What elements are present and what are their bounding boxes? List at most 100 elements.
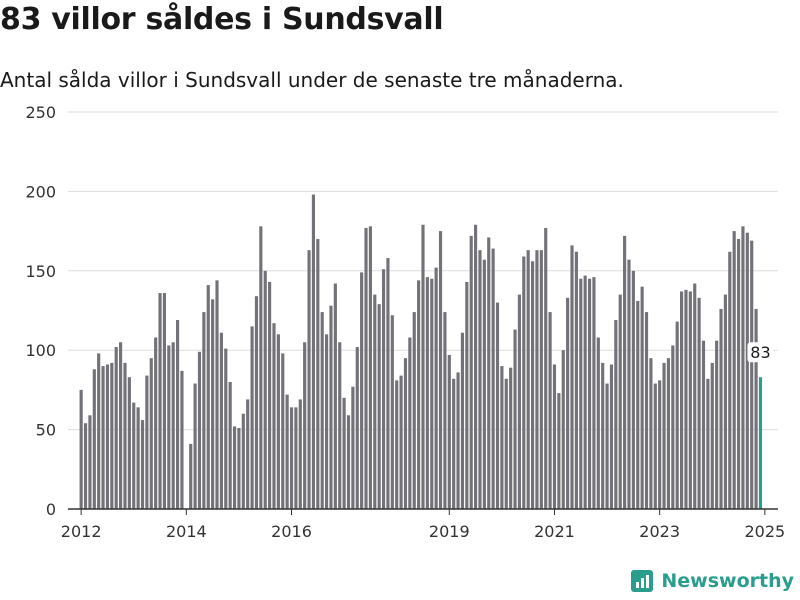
bar: [601, 362, 605, 509]
bar: [723, 294, 727, 509]
bar: [127, 377, 131, 509]
bar: [259, 226, 263, 509]
bar: [421, 224, 425, 509]
bar: [211, 299, 215, 509]
bar: [430, 278, 434, 509]
bar: [719, 308, 723, 509]
bar: [219, 332, 223, 509]
bar: [517, 294, 521, 509]
bar: [140, 420, 145, 509]
bar: [671, 345, 675, 509]
value-label: 83: [750, 343, 770, 362]
bar: [697, 297, 701, 509]
bar: [224, 348, 228, 509]
bar: [605, 383, 609, 509]
bar: [684, 289, 688, 509]
bar: [92, 369, 96, 509]
bar: [311, 194, 316, 509]
bar: [386, 258, 390, 509]
bar: [701, 340, 706, 509]
bar: [583, 275, 587, 509]
bar: [662, 362, 666, 509]
bar: [566, 297, 570, 509]
bar: [732, 231, 736, 509]
bar: [215, 280, 219, 509]
bar: [189, 443, 193, 509]
bar: [298, 399, 302, 509]
bar: [438, 231, 443, 509]
bar: [307, 250, 311, 509]
bar: [241, 413, 245, 509]
bar: [254, 296, 259, 509]
bar: [530, 261, 535, 509]
bar: [425, 277, 429, 509]
bar: [552, 364, 557, 509]
bar: [395, 380, 399, 509]
bar: [408, 337, 412, 509]
bar: [368, 226, 372, 509]
brand-name: Newsworthy: [661, 570, 794, 592]
bar: [693, 283, 697, 509]
bar: [535, 250, 539, 509]
bar: [666, 358, 671, 509]
bar: [640, 286, 644, 509]
bar: [579, 278, 583, 509]
bar: [123, 362, 127, 509]
bar: [101, 366, 105, 509]
bar: [618, 294, 622, 509]
x-tick-label: 2025: [744, 522, 785, 541]
bar: [355, 347, 359, 509]
bar: [403, 358, 408, 509]
bar: [491, 248, 495, 509]
bar: [680, 291, 684, 509]
bar: [114, 347, 118, 509]
bar: [303, 342, 307, 509]
bar: [364, 227, 368, 510]
bar: [754, 308, 758, 509]
bar: [631, 270, 635, 509]
bar: [228, 381, 232, 509]
bar: [399, 375, 403, 509]
bar: [272, 323, 276, 509]
y-tick-label: 150: [25, 262, 56, 281]
bar: [351, 386, 355, 509]
newsworthy-logo-icon: [631, 570, 654, 592]
x-tick-label: 2021: [534, 522, 575, 541]
bar: [658, 380, 662, 509]
y-tick-label: 50: [36, 421, 56, 440]
bar: [360, 272, 364, 509]
bar: [750, 240, 754, 509]
bar: [149, 358, 153, 509]
bar: [329, 305, 333, 509]
chart-subtitle: Antal sålda villor i Sundsvall under de …: [0, 68, 624, 92]
bar-highlight: [758, 377, 763, 509]
bar: [390, 315, 394, 509]
bar: [509, 367, 513, 509]
bar: [614, 320, 618, 509]
bar: [710, 362, 714, 509]
bar: [325, 334, 329, 509]
bar: [232, 426, 237, 509]
bar: [193, 383, 197, 509]
bar: [333, 283, 337, 509]
bar: [495, 302, 500, 509]
bar: [136, 407, 140, 509]
bar: [202, 312, 206, 509]
bar: [105, 364, 110, 509]
bar: [460, 332, 465, 509]
bar: [381, 269, 386, 509]
brand-logo[interactable]: Newsworthy: [631, 570, 794, 592]
bar: [526, 250, 530, 509]
bar: [79, 389, 83, 509]
bar: [162, 293, 166, 509]
bar: [180, 370, 184, 509]
y-tick-label: 250: [25, 103, 56, 122]
bar: [544, 227, 548, 510]
bar: [346, 415, 351, 509]
bar: [246, 399, 250, 509]
bar: [289, 407, 294, 509]
bar: [482, 259, 486, 509]
bar: [504, 378, 508, 509]
y-tick-label: 0: [46, 500, 56, 519]
